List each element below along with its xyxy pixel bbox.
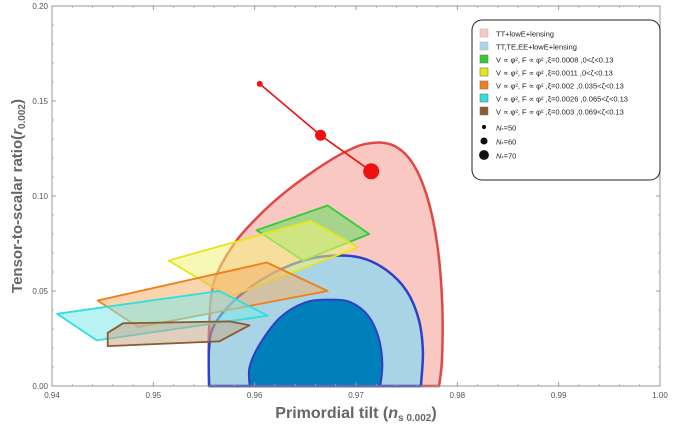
legend-label-model-0: V ∝ φ², F ∝ φ² ,ξ=0.0008 ,0<ζ<0.13 [496, 56, 613, 65]
x-axis-title-main: Primordial tilt ( [275, 405, 389, 422]
x-tick-label: 1.00 [652, 391, 668, 400]
x-axis-title-sub: s 0.002 [398, 413, 432, 424]
x-tick-label: 0.98 [450, 391, 466, 400]
x-tick-label: 0.95 [146, 391, 162, 400]
y-tick-label: 0.10 [32, 192, 48, 201]
y-tick-label: 0.00 [32, 382, 48, 391]
legend-swatch-model-3 [479, 93, 489, 103]
legend-marker-ne-1 [480, 137, 488, 145]
x-tick-label: 0.99 [551, 391, 567, 400]
legend-ne-value: =50 [504, 124, 517, 133]
y-axis-title-var: r [9, 128, 26, 135]
legend-label-ne-2: N*=70 [496, 152, 516, 163]
x-tick-label: 0.96 [247, 391, 263, 400]
legend-swatch-contour-1 [479, 41, 489, 51]
legend: TT+lowE+lensing TT,TE,EE+lowE+lensing V ∝ … [471, 19, 661, 181]
legend-ne-value: =70 [504, 152, 517, 161]
legend-ne-value: =60 [504, 138, 517, 147]
legend-ne-symbol: N [496, 124, 502, 133]
ne-point-2 [363, 163, 380, 180]
ne-point-0 [256, 80, 263, 87]
legend-swatch-model-1 [479, 67, 489, 77]
x-tick-label: 0.94 [44, 391, 60, 400]
y-axis-ticks: 0.00 0.05 0.10 0.15 0.20 [32, 2, 660, 391]
ne-track [256, 80, 380, 180]
y-tick-label: 0.20 [32, 2, 48, 11]
model-region-3 [56, 290, 269, 342]
legend-swatch-model-0 [479, 54, 489, 64]
x-axis-ticks: 0.94 0.95 0.96 0.97 0.98 0.99 1.00 [44, 6, 668, 400]
contour-1-inner [247, 298, 384, 387]
legend-swatch-contour-0 [479, 28, 489, 38]
legend-label-ne-0: N*=50 [496, 124, 516, 135]
legend-label-model-2: V ∝ φ², F ∝ φ² ,ξ=0.002 ,0.035<ζ<0.13 [496, 82, 624, 91]
x-axis-title: Primordial tilt (ns 0.002) [275, 405, 436, 424]
legend-label-model-3: V ∝ φ², F ∝ φ² ,ξ=0.0026 ,0.065<ζ<0.13 [496, 95, 628, 104]
model-region-4 [106, 320, 251, 348]
x-axis-title-close: ) [431, 405, 436, 422]
y-axis-title-sub: 0.002 [17, 104, 28, 129]
legend-swatch-model-2 [479, 80, 489, 90]
legend-box [471, 19, 661, 181]
x-tick-label: 0.97 [348, 391, 364, 400]
legend-marker-ne-0 [481, 124, 487, 130]
legend-label-model-1: V ∝ φ², F ∝ φ² ,ξ=0.0011 ,0<ζ<0.13 [496, 69, 613, 78]
legend-swatch-model-4 [479, 106, 489, 116]
y-tick-label: 0.05 [32, 287, 48, 296]
legend-label-contour-0: TT+lowE+lensing [496, 30, 554, 39]
legend-ne-symbol: N [496, 152, 502, 161]
legend-ne-subscript: * [501, 128, 504, 134]
legend-ne-symbol: N [496, 138, 502, 147]
legend-label-model-4: V ∝ φ², F ∝ φ² ,ξ=0.003 ,0.069<ζ<0.13 [496, 108, 624, 117]
ne-point-1 [315, 129, 327, 141]
y-axis-title-close: ) [9, 99, 26, 104]
legend-ne-subscript: * [501, 156, 504, 162]
legend-ne-subscript: * [501, 142, 504, 148]
x-axis-title-var: n [388, 405, 398, 422]
y-axis-title-main: Tensor-to-scalar ratio( [9, 135, 26, 293]
model-regions [56, 204, 371, 348]
legend-label-contour-1: TT,TE,EE+lowE+lensing [496, 43, 577, 52]
legend-label-ne-1: N*=60 [496, 138, 516, 149]
legend-marker-ne-2 [479, 150, 489, 160]
y-axis-title: Tensor-to-scalar ratio(r0.002) [9, 99, 28, 293]
y-tick-label: 0.15 [32, 97, 48, 106]
